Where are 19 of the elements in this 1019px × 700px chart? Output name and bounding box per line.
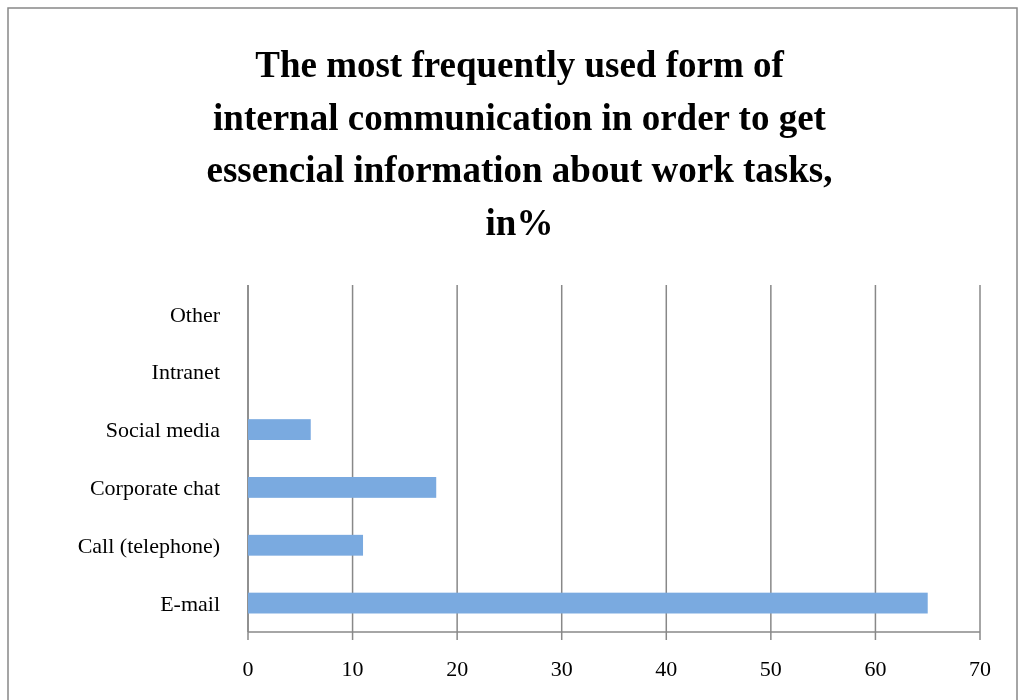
bar: [248, 419, 311, 440]
x-tick-label: 0: [242, 656, 254, 681]
y-tick-label: Social media: [105, 417, 221, 443]
x-tick-label: 60: [864, 656, 887, 681]
y-tick-label: Call (telephone): [77, 532, 220, 558]
x-tick-label: 30: [550, 656, 573, 681]
bar: [248, 592, 928, 614]
x-tick-label: 50: [759, 656, 782, 681]
y-tick-label: E-mail: [160, 590, 220, 616]
x-tick-label: 20: [446, 656, 469, 681]
chart-title: The most frequently used form of internal communication in order to get essencial information about work tasks, in%: [206, 44, 833, 243]
bar: [248, 534, 364, 556]
y-tick-label: Other: [169, 301, 221, 327]
x-tick-label: 10: [341, 656, 364, 681]
y-tick-label: Corporate chat: [89, 475, 220, 501]
y-tick-label: Intranet: [151, 359, 220, 385]
x-tick-label: 40: [655, 656, 678, 681]
x-tick-label: 70: [969, 656, 991, 681]
bar: [248, 477, 437, 498]
